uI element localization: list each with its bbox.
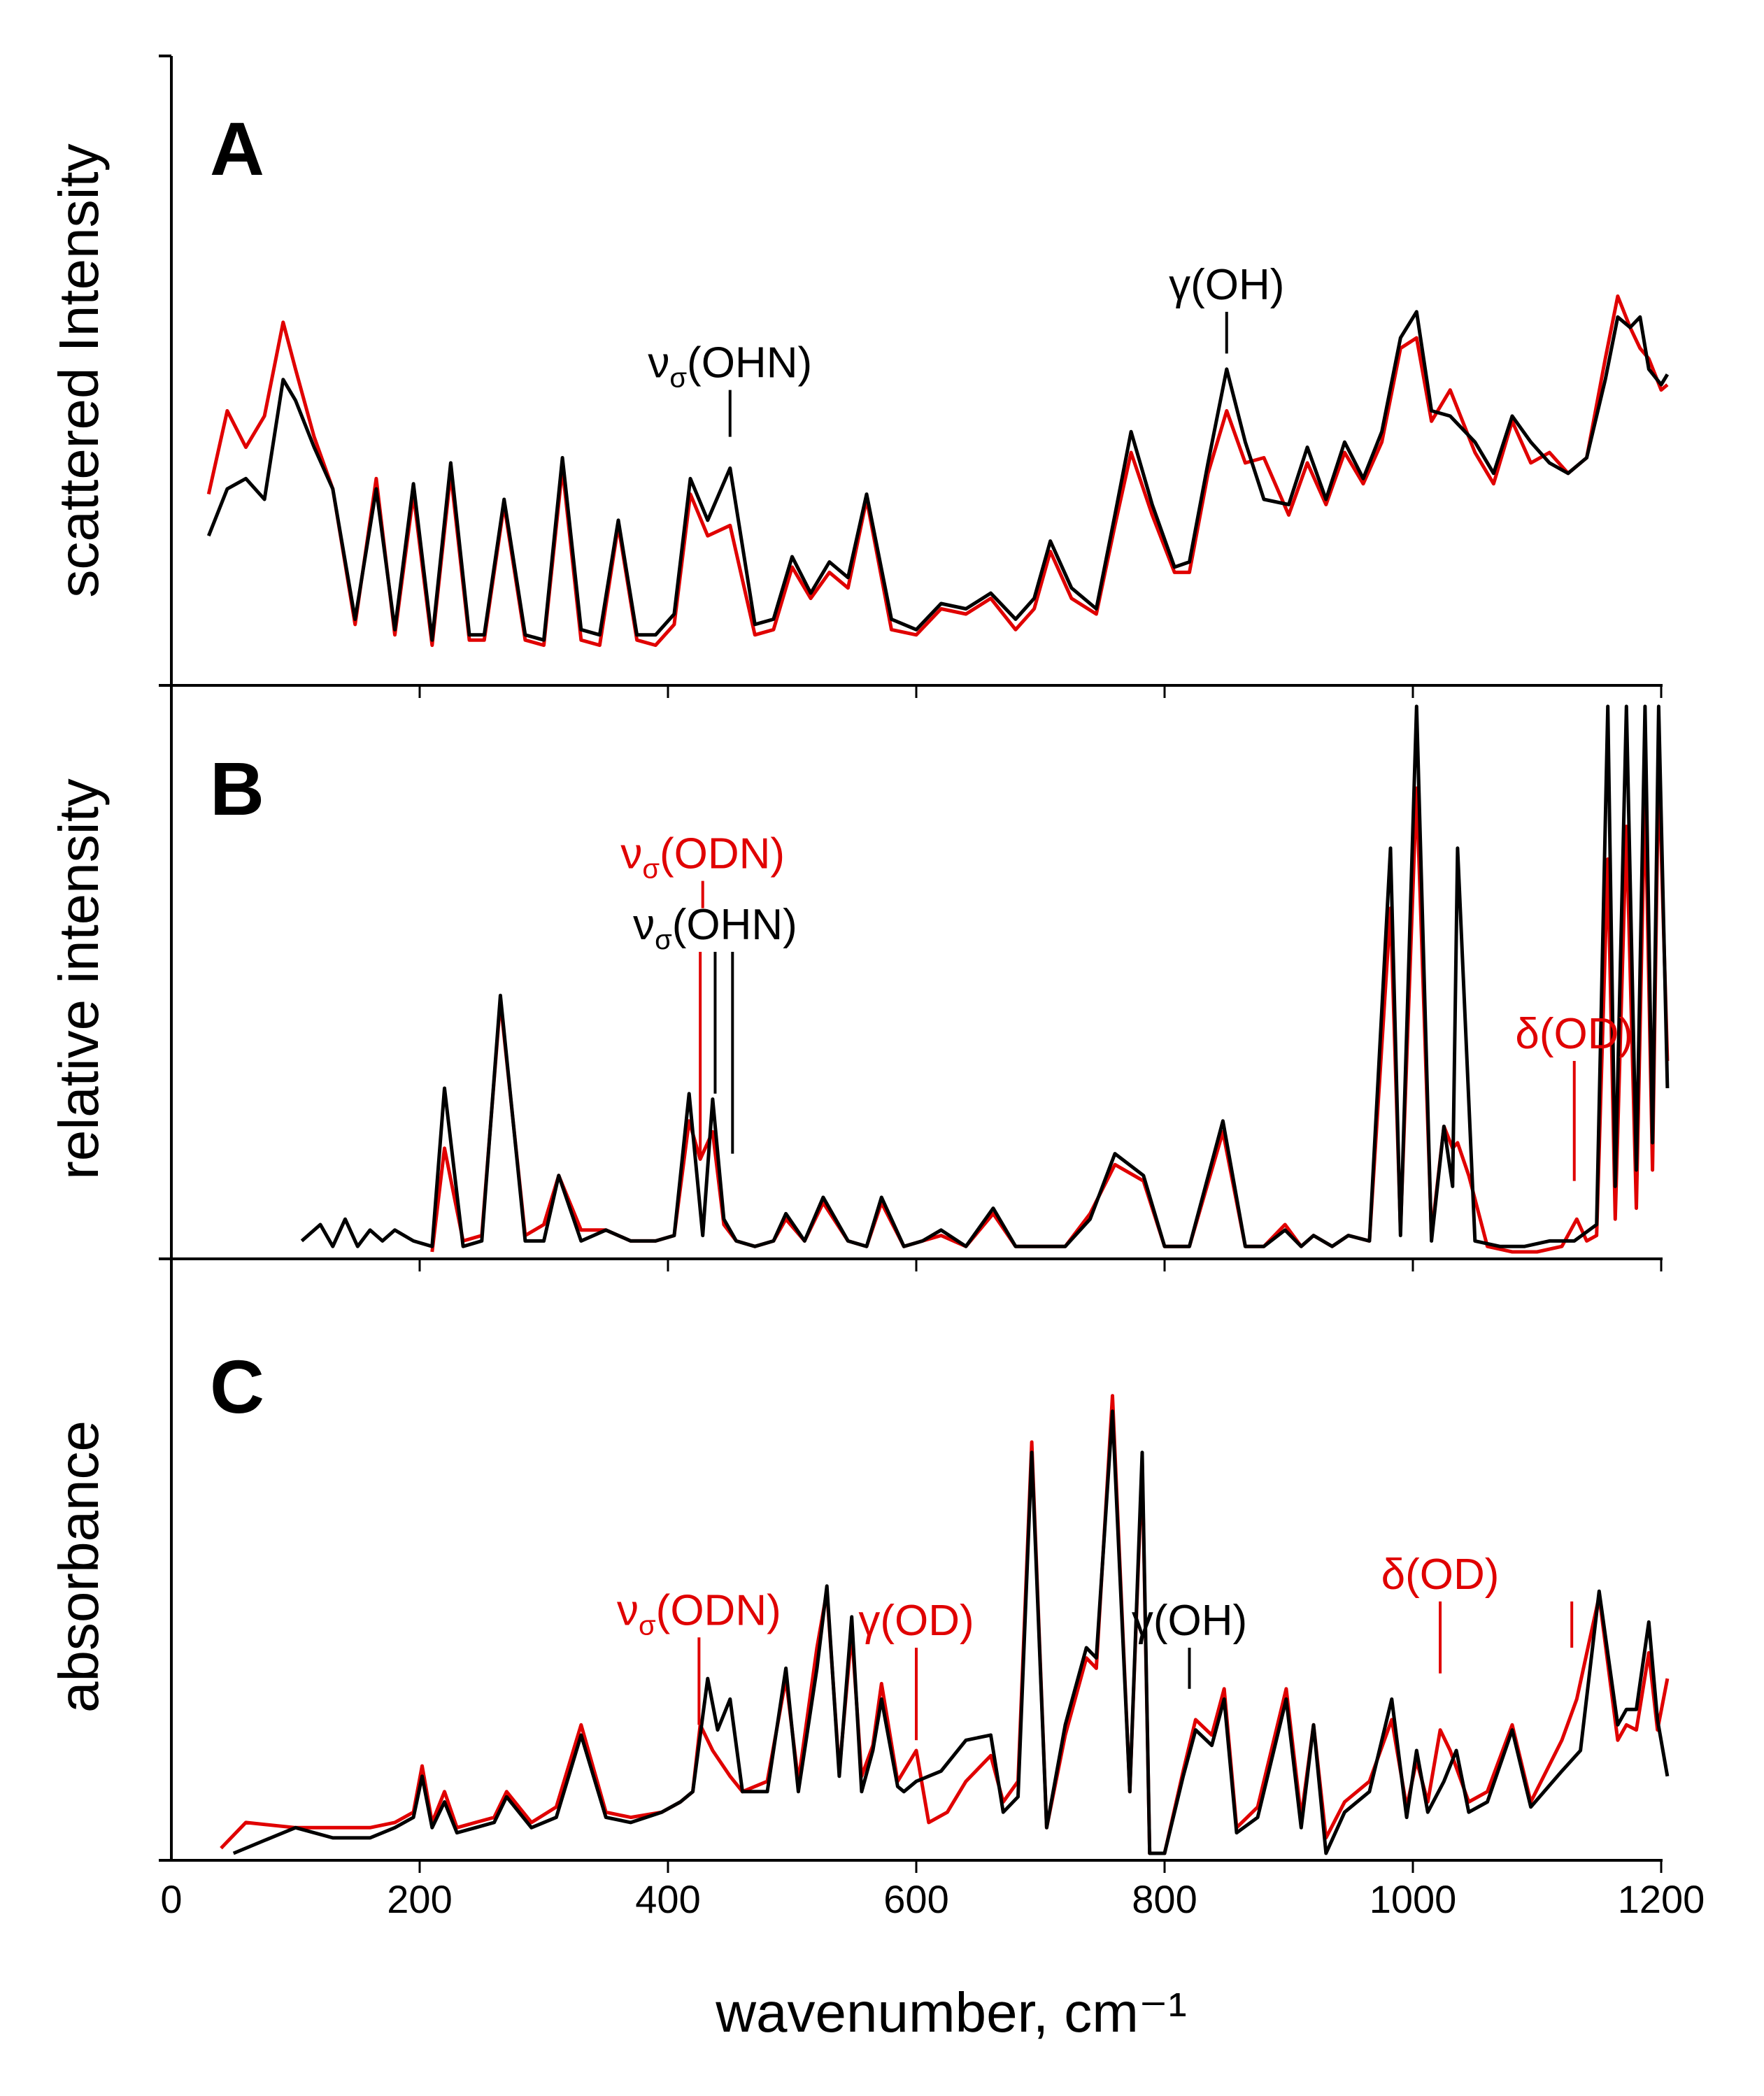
x-tick-label-800: 800: [1132, 1877, 1197, 1921]
panel-letter-c: C: [210, 1344, 264, 1429]
x-tick-label-400: 400: [635, 1877, 700, 1921]
series-line-a-black: [206, 310, 1670, 642]
annotation-label-b-1: νσ(OHN): [633, 901, 797, 955]
panel-letter-b: B: [210, 746, 264, 831]
annotation-label-c-2: γ(OH): [1132, 1597, 1247, 1645]
x-tick-label-600: 600: [883, 1877, 948, 1921]
annotation-label-c-3: δ(OD): [1381, 1550, 1500, 1599]
y-axis-title-b: relative intensity: [48, 778, 110, 1180]
annotation-label-a-0: νσ(OHN): [648, 339, 812, 394]
annotation-label-b-0: νσ(ODN): [620, 830, 785, 885]
series-line-b-black: [300, 704, 1670, 1248]
x-axis-title: wavenumber, cm⁻¹: [715, 1981, 1187, 2044]
series-line-c-black: [232, 1409, 1670, 1855]
annotation-label-c-0: νσ(ODN): [617, 1586, 781, 1641]
y-axis-title-a: scattered Intensity: [48, 143, 110, 597]
annotation-label-a-1: γ(OH): [1169, 261, 1284, 309]
y-axis-title-c: absorbance: [48, 1420, 110, 1713]
x-tick-label-1200: 1200: [1618, 1877, 1705, 1921]
x-tick-label-1000: 1000: [1370, 1877, 1457, 1921]
x-tick-label-200: 200: [387, 1877, 452, 1921]
annotation-label-c-1: γ(OD): [858, 1597, 974, 1645]
panel-letter-a: A: [210, 106, 264, 191]
annotation-label-b-4: δ(OD): [1515, 1010, 1633, 1058]
x-tick-label-0: 0: [160, 1877, 182, 1921]
series-line-b-red: [430, 759, 1670, 1254]
